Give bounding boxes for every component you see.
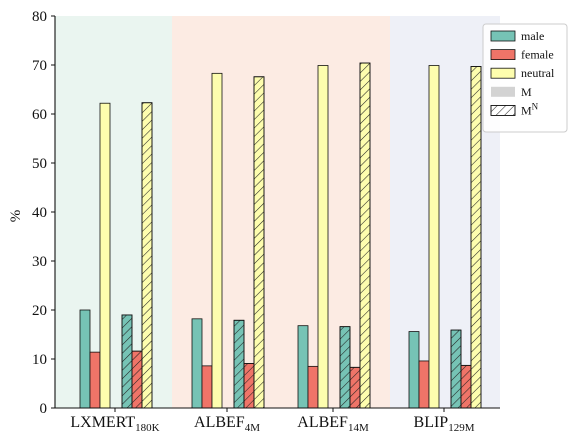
bar-hatch-overlay bbox=[460, 364, 472, 409]
bar-hatch-overlay bbox=[349, 366, 361, 409]
y-tick-label: 70 bbox=[32, 58, 47, 74]
x-axis-ticks: LXMERT180K ALBEF4M ALBEF14M BLIP129M bbox=[70, 408, 475, 432]
bar-male-m bbox=[191, 318, 203, 409]
legend-label-variant: MN bbox=[521, 101, 539, 117]
bar-female-m bbox=[418, 360, 430, 409]
bar-male-m bbox=[79, 309, 91, 409]
bar-neutral-m bbox=[428, 65, 440, 409]
x-tick-label: LXMERT180K bbox=[70, 414, 159, 432]
legend-label-female: female bbox=[521, 48, 554, 62]
bar-female-m bbox=[201, 365, 213, 409]
y-tick-label: 40 bbox=[32, 205, 47, 221]
bar-hatch-overlay bbox=[339, 326, 351, 409]
bar-male-m bbox=[297, 325, 309, 409]
x-tick-label: BLIP129M bbox=[414, 414, 475, 432]
bar-hatch-overlay bbox=[141, 102, 153, 409]
category-band bbox=[172, 16, 281, 408]
y-tick-label: 0 bbox=[40, 401, 48, 417]
y-tick-label: 10 bbox=[32, 352, 47, 368]
bar-hatch-overlay bbox=[359, 62, 371, 409]
category-band bbox=[281, 16, 390, 408]
legend-label-neutral: neutral bbox=[521, 66, 555, 80]
bar-female-m bbox=[307, 365, 319, 409]
bar-hatch-overlay bbox=[253, 76, 265, 409]
y-axis-ticks: 0 10 20 30 40 50 60 70 80 bbox=[32, 9, 55, 417]
bar-hatch-overlay bbox=[131, 350, 143, 409]
legend-swatch-neutral bbox=[490, 67, 516, 79]
legend: male female neutral M MN bbox=[482, 23, 568, 133]
bar-male-m bbox=[408, 331, 420, 409]
legend-swatch-variant bbox=[491, 86, 515, 97]
y-tick-label: 50 bbox=[32, 156, 47, 172]
legend-swatch-female bbox=[490, 49, 516, 60]
bar-hatch-overlay bbox=[233, 319, 245, 409]
bar-hatch-overlay bbox=[470, 66, 482, 409]
category-band bbox=[55, 16, 172, 408]
bar-hatch-overlay bbox=[243, 363, 255, 409]
bar-marks bbox=[79, 62, 482, 409]
x-tick-label: ALBEF14M bbox=[297, 414, 369, 432]
bar-hatch-overlay bbox=[450, 329, 462, 409]
bar-neutral-m bbox=[211, 72, 223, 409]
bar-neutral-m bbox=[317, 65, 329, 409]
legend-label-male: male bbox=[521, 29, 544, 43]
bar-hatch-overlay bbox=[121, 314, 133, 409]
legend-swatch-male bbox=[490, 30, 516, 42]
y-tick-label: 80 bbox=[32, 9, 47, 25]
legend-label-variant: M bbox=[521, 85, 532, 99]
y-tick-label: 30 bbox=[32, 254, 47, 270]
bar-female-m bbox=[89, 351, 101, 409]
y-axis-label: % bbox=[8, 210, 24, 223]
x-tick-label: ALBEF4M bbox=[194, 414, 260, 432]
y-tick-label: 20 bbox=[32, 303, 47, 319]
y-tick-label: 60 bbox=[32, 107, 47, 123]
category-band bbox=[390, 16, 500, 408]
legend-swatch-variant-hatch bbox=[490, 105, 516, 116]
bar-neutral-m bbox=[99, 102, 111, 409]
